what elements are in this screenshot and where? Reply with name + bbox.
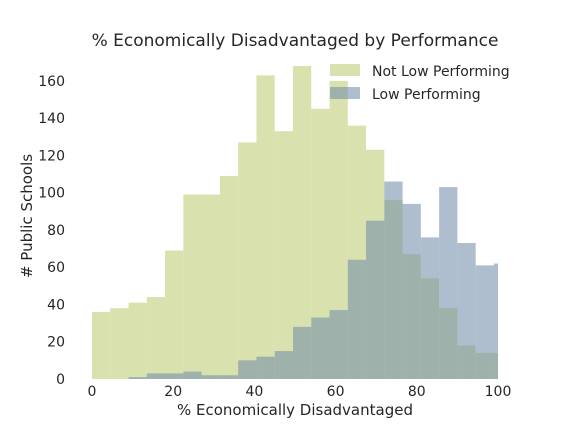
y-tick-label: 140	[38, 111, 65, 127]
legend: Not Low Performing Low Performing	[330, 64, 510, 103]
histogram-bar	[292, 66, 312, 379]
x-axis-label: % Economically Disadvantaged	[177, 401, 413, 419]
x-tick-label: 100	[485, 384, 512, 400]
histogram-bar	[347, 259, 367, 379]
histogram-bar	[274, 351, 293, 379]
y-tick-label: 80	[47, 223, 65, 239]
y-axis-ticks: 0 20 40 60 80 100 120 140 160	[38, 74, 65, 388]
y-tick-label: 160	[38, 74, 65, 90]
x-tick-label: 0	[88, 384, 97, 400]
histogram-bar	[146, 297, 166, 379]
x-tick-label: 60	[327, 384, 345, 400]
histogram-bar	[238, 142, 257, 379]
y-tick-label: 100	[38, 186, 65, 202]
histogram-bar	[219, 375, 239, 379]
plot-area	[92, 66, 498, 380]
legend-label-not-low-performing: Not Low Performing	[372, 64, 510, 80]
histogram-bar	[457, 242, 476, 379]
y-tick-label: 40	[47, 297, 65, 313]
histogram-bar	[439, 187, 458, 379]
histogram-bar	[165, 250, 184, 379]
histogram-bar	[219, 175, 239, 379]
x-axis-ticks: 0 20 40 60 80 100	[88, 384, 512, 400]
histogram-bar	[92, 311, 111, 379]
histogram-bar	[256, 75, 275, 379]
histogram-bar	[128, 302, 147, 379]
histogram-bar	[311, 108, 330, 379]
histogram-bar	[493, 263, 498, 379]
y-tick-label: 60	[47, 260, 65, 276]
histogram-bar	[292, 326, 312, 379]
histogram-bar	[475, 265, 494, 379]
histogram-bar	[110, 308, 129, 379]
x-tick-label: 80	[408, 384, 426, 400]
histogram-bar	[183, 194, 220, 379]
histogram-bar	[366, 220, 385, 379]
histogram-bar	[256, 356, 275, 379]
y-axis-label: # Public Schools	[18, 154, 36, 278]
legend-swatch-low-performing	[330, 87, 360, 99]
histogram-bar	[420, 237, 440, 379]
histogram-bar	[183, 371, 202, 379]
x-tick-label: 20	[164, 384, 182, 400]
y-tick-label: 0	[56, 372, 65, 388]
legend-swatch-not-low-performing	[330, 64, 360, 76]
histogram-bar	[274, 131, 293, 379]
histogram-bar	[201, 375, 220, 379]
histogram-bar	[402, 203, 421, 379]
series-low-performing	[128, 181, 498, 379]
histogram-bar	[146, 373, 184, 379]
chart-title: % Economically Disadvantaged by Performa…	[92, 31, 499, 51]
histogram-bar	[311, 317, 330, 379]
histogram-bar	[384, 181, 403, 379]
legend-label-low-performing: Low Performing	[372, 87, 481, 103]
histogram-bar	[238, 360, 257, 379]
histogram-bar	[128, 377, 147, 379]
histogram-bar	[329, 80, 348, 380]
x-tick-label: 40	[245, 384, 263, 400]
y-tick-label: 20	[47, 335, 65, 351]
y-tick-label: 120	[38, 148, 65, 164]
histogram-bar	[329, 310, 348, 379]
